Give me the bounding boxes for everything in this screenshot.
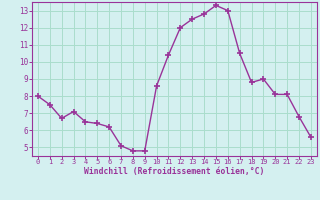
X-axis label: Windchill (Refroidissement éolien,°C): Windchill (Refroidissement éolien,°C) [84, 167, 265, 176]
